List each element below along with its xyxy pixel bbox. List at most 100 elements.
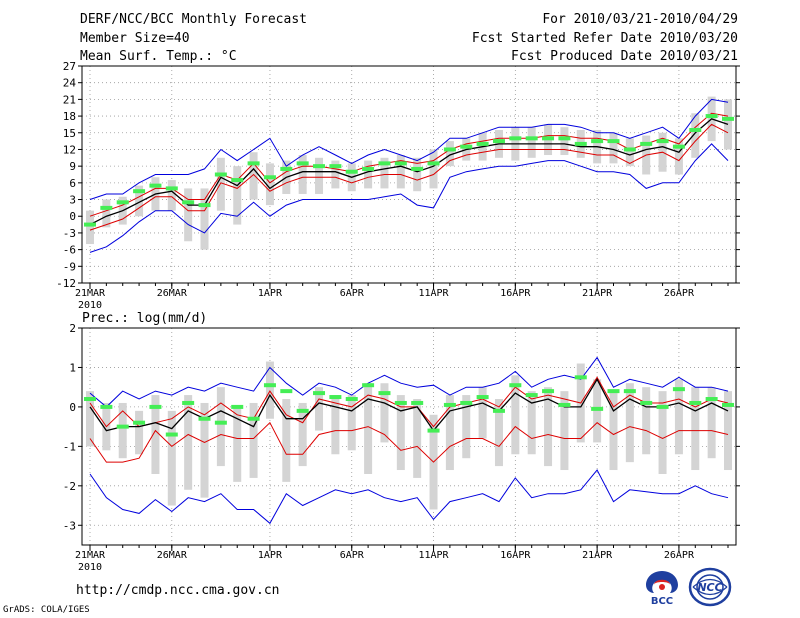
obs-marker (394, 161, 407, 166)
obs-marker (214, 172, 227, 177)
plot-frame (81, 327, 737, 546)
y-tick-label: 3 (69, 194, 76, 207)
spread-box (413, 399, 422, 478)
plot-frame (81, 65, 737, 284)
obs-marker (623, 389, 636, 394)
spread-box (609, 132, 618, 164)
obs-marker (362, 166, 375, 171)
obs-marker (656, 139, 669, 144)
obs-marker (313, 164, 326, 169)
obs-marker (525, 136, 538, 141)
x-tick-label: 6APR (340, 288, 365, 299)
obs-marker (133, 189, 146, 194)
spread-box (674, 379, 683, 455)
spread-box (249, 152, 258, 200)
y-tick-label: 0 (69, 210, 76, 223)
y-tick-label: 1 (69, 361, 76, 374)
variable-label: Mean Surf. Temp.: °C (80, 49, 237, 64)
series-ensemble-mean (89, 377, 729, 432)
spread-box (527, 127, 536, 158)
spread-box (233, 406, 242, 482)
spread-box (691, 387, 700, 471)
spread-box (527, 391, 536, 455)
y-tick-label: -3 (63, 519, 76, 532)
spread-box (625, 138, 634, 167)
x-tick-label: 21APR (582, 550, 613, 561)
spread-box (609, 391, 618, 471)
x-tick-label: 21APR (582, 288, 613, 299)
spread-box (380, 383, 389, 443)
obs-marker (525, 393, 538, 398)
x-tick-label: 21MAR (75, 550, 106, 561)
obs-marker (574, 141, 587, 146)
series-lower-outer (89, 143, 729, 253)
spread-box (331, 160, 340, 189)
obs-marker (427, 428, 440, 433)
spread-box (674, 138, 683, 175)
obs-marker (247, 161, 260, 166)
x-tick-year-label: 2010 (78, 300, 102, 311)
spread-box (265, 163, 274, 206)
spread-box (511, 375, 520, 455)
obs-marker (492, 408, 505, 413)
y-tick-label: -12 (56, 277, 76, 290)
series-upper-inner (89, 112, 729, 217)
spread-box (216, 157, 225, 211)
spread-box (233, 166, 242, 225)
obs-marker (182, 200, 195, 205)
obs-marker (378, 161, 391, 166)
x-tick-label: 1APR (258, 288, 283, 299)
spread-box (86, 391, 94, 447)
source-url[interactable]: http://cmdp.ncc.cma.gov.cn (76, 583, 280, 598)
obs-marker (296, 408, 309, 413)
obs-marker (443, 402, 456, 407)
obs-marker (542, 389, 555, 394)
obs-marker (263, 383, 276, 388)
spread-box (364, 160, 373, 189)
spread-box (445, 141, 454, 167)
spread-box (642, 387, 651, 455)
obs-marker (165, 432, 178, 437)
obs-marker (165, 186, 178, 191)
spread-box (413, 157, 422, 192)
obs-marker (411, 400, 424, 405)
obs-marker (84, 222, 96, 227)
spread-box (625, 383, 634, 463)
y-tick-label: 18 (63, 110, 76, 123)
spread-box (396, 155, 405, 189)
spread-box (380, 157, 389, 189)
obs-marker (427, 161, 440, 166)
obs-marker (640, 141, 653, 146)
fcst-started-date: Fcst Started Refer Date 2010/03/20 (471, 31, 738, 46)
obs-marker (672, 144, 685, 149)
obs-marker (722, 116, 734, 121)
spread-box (265, 361, 274, 419)
spread-box (707, 387, 716, 459)
series-lower-outer (89, 469, 729, 525)
spread-box (478, 387, 487, 439)
spread-box (347, 395, 356, 451)
y-tick-label: 15 (63, 127, 76, 140)
chart-title: DERF/NCC/BCC Monthly Forecast (80, 12, 307, 27)
obs-marker (100, 404, 113, 409)
obs-marker (689, 127, 702, 132)
obs-marker (574, 375, 587, 380)
spread-box (560, 391, 569, 471)
y-tick-label: -9 (63, 260, 76, 273)
y-tick-label: 27 (63, 60, 76, 73)
fcst-produced-date: Fcst Produced Date 2010/03/21 (511, 49, 738, 64)
x-tick-label: 16APR (500, 550, 531, 561)
obs-marker (689, 400, 702, 405)
obs-marker (149, 183, 162, 188)
obs-marker (509, 136, 522, 141)
obs-marker (313, 391, 326, 396)
obs-marker (280, 166, 293, 171)
obs-marker (411, 166, 424, 171)
obs-marker (591, 406, 604, 411)
obs-marker (656, 404, 669, 409)
obs-marker (84, 397, 96, 402)
spread-box (315, 387, 324, 431)
obs-marker (509, 383, 522, 388)
obs-marker (607, 139, 620, 144)
